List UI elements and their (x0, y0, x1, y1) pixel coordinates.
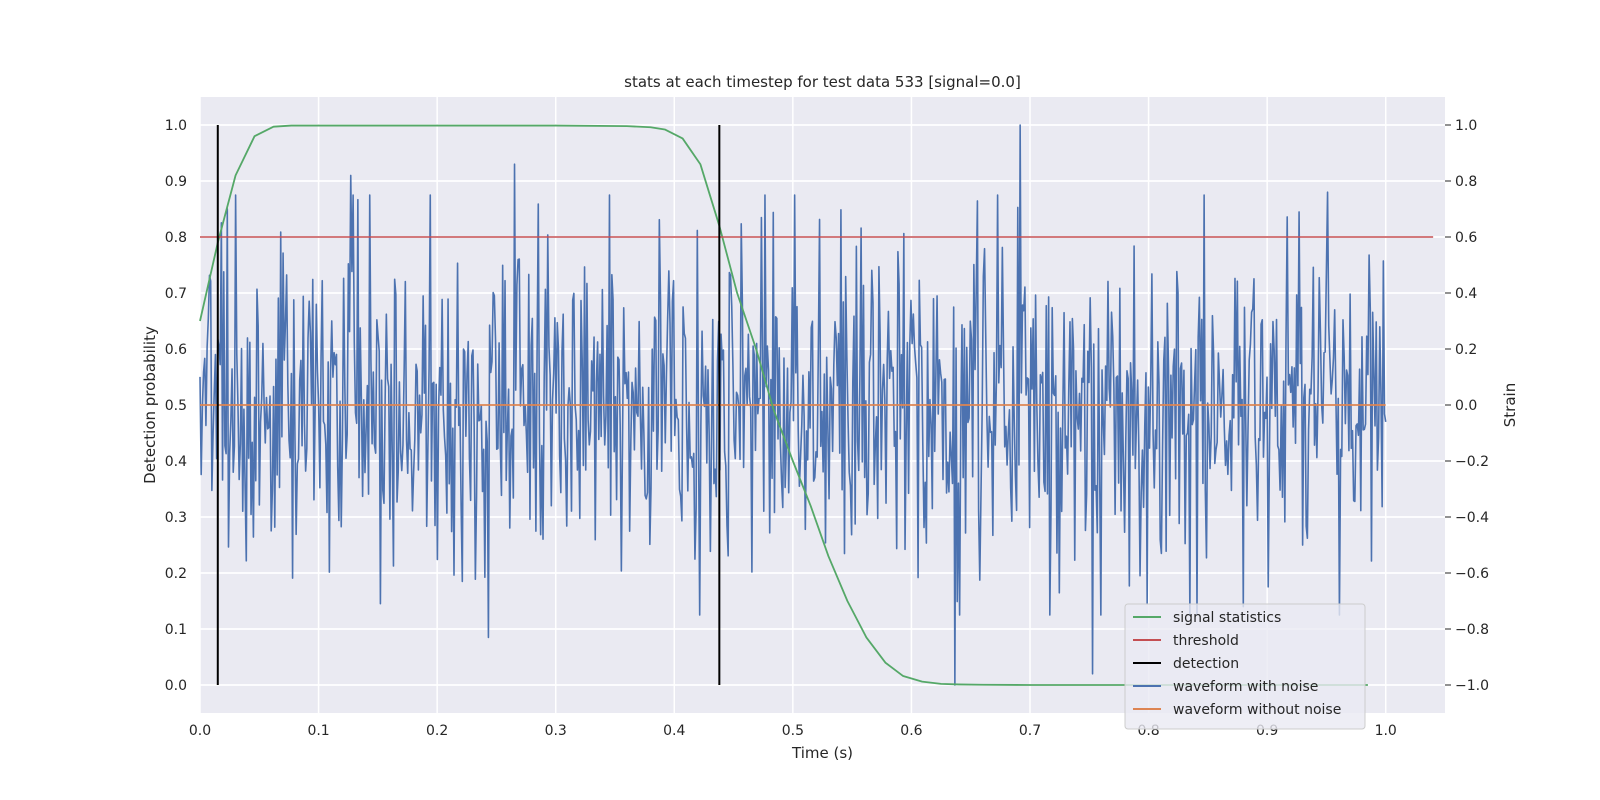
x-tick-label: 0.0 (189, 723, 211, 739)
y-left-tick-label: 0.8 (165, 230, 187, 246)
legend-label: threshold (1173, 633, 1239, 649)
x-tick-label: 1.0 (1375, 723, 1397, 739)
y-right-tick-label: 0.4 (1455, 286, 1477, 302)
x-tick-label: 0.1 (307, 723, 329, 739)
y-left-tick-label: 0.9 (165, 174, 187, 190)
y-right-axis-label: Strain (1501, 383, 1519, 427)
y-left-tick-label: 0.5 (165, 398, 187, 414)
y-left-tick-label: 0.0 (165, 678, 187, 694)
y-left-tick-label: 1.0 (165, 118, 187, 134)
y-left-tick-label: 0.6 (165, 342, 187, 358)
y-right-tick-label: 0.6 (1455, 230, 1477, 246)
y-right-tick-label: −1.0 (1455, 678, 1489, 694)
x-axis-label: Time (s) (791, 744, 853, 762)
y-right-tick-label: 0.0 (1455, 398, 1477, 414)
legend-label: waveform without noise (1173, 702, 1341, 718)
series-layer (199, 124, 1434, 686)
chart-title: stats at each timestep for test data 533… (624, 73, 1021, 91)
signal-statistics-line (199, 124, 1368, 686)
legend: signal statistics threshold detection wavef… (1124, 603, 1366, 730)
y-left-tick-label: 0.4 (165, 454, 187, 470)
y-left-tick-label: 0.7 (165, 286, 187, 302)
legend-label: waveform with noise (1173, 679, 1318, 695)
y-right-tick-label: 0.8 (1455, 174, 1477, 190)
y-right-tick-label: −0.6 (1455, 566, 1489, 582)
x-tick-label: 0.3 (545, 723, 567, 739)
x-tick-label: 0.2 (426, 723, 448, 739)
y-left-tick-label: 0.3 (165, 510, 187, 526)
x-tick-label: 0.4 (663, 723, 685, 739)
y-right-tick-label: −0.2 (1455, 454, 1489, 470)
waveform-with-noise-line (199, 124, 1387, 686)
y-right-tick-label: −0.4 (1455, 510, 1489, 526)
x-tick-label: 0.6 (900, 723, 922, 739)
legend-box (1124, 603, 1366, 730)
y-left-tick-label: 0.2 (165, 566, 187, 582)
y-left-tick-label: 0.1 (165, 622, 187, 638)
y-right-tick-label: 0.2 (1455, 342, 1477, 358)
x-tick-label: 0.5 (782, 723, 804, 739)
y-right-tick-label: 1.0 (1455, 118, 1477, 134)
legend-label: detection (1173, 656, 1239, 672)
legend-label: signal statistics (1173, 610, 1281, 626)
y-left-axis-label: Detection probability (141, 326, 159, 484)
y-left-tick-labels: 0.0 0.1 0.2 0.3 0.4 0.5 0.6 0.7 0.8 0.9 1.0 (165, 118, 187, 694)
x-tick-label: 0.7 (1019, 723, 1041, 739)
y-right-tick-labels: −1.0 −0.8 −0.6 −0.4 −0.2 0.0 0.2 0.4 0.6 0.8 1.0 (1445, 118, 1489, 694)
y-right-tick-label: −0.8 (1455, 622, 1489, 638)
